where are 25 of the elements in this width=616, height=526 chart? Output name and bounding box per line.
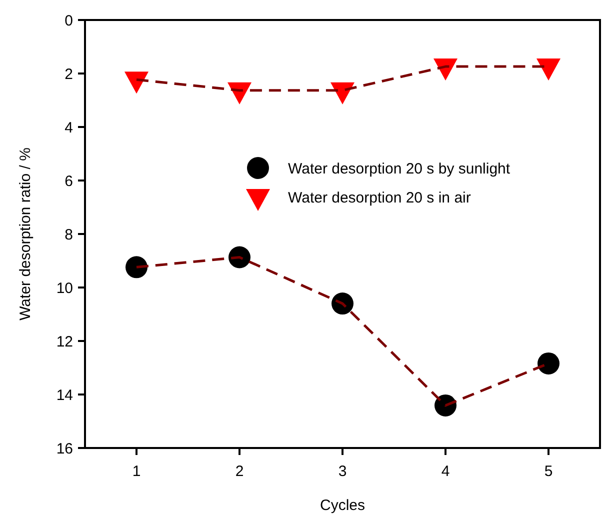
x-tick-label: 5 <box>544 463 553 480</box>
x-axis-title: Cycles <box>320 497 366 514</box>
point <box>536 58 560 81</box>
y-tick-label: 8 <box>64 226 73 244</box>
y-tick-label: 12 <box>56 333 73 350</box>
x-tick-label: 4 <box>441 463 450 480</box>
y-tick-label: 0 <box>64 12 73 30</box>
y-tick-label: 10 <box>56 280 73 297</box>
y-tick-label: 6 <box>64 172 73 190</box>
point <box>332 292 354 315</box>
point <box>126 256 148 278</box>
y-tick-label: 4 <box>64 119 73 136</box>
x-tick-label: 2 <box>235 463 244 480</box>
point <box>434 58 458 81</box>
y-tick-label: 16 <box>56 440 73 458</box>
x-tick-label: 3 <box>338 463 347 480</box>
legend-label: Water desorption 20 s in air <box>288 189 471 206</box>
legend-label: Water desorption 20 s by sunlight <box>288 160 511 178</box>
y-axis-title: Water desorption ratio / % <box>17 148 34 320</box>
y-tick-label: 2 <box>64 66 73 83</box>
x-tick-label: 1 <box>132 463 141 480</box>
point <box>538 352 560 374</box>
point <box>228 246 250 268</box>
y-tick-label: 14 <box>56 386 73 404</box>
point <box>124 72 148 94</box>
